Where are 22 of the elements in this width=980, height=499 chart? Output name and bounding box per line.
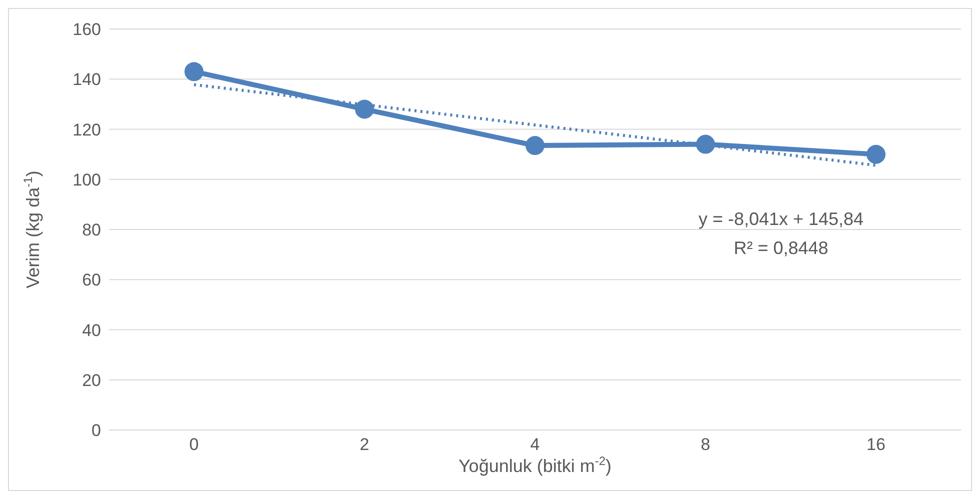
y-tick-label: 0: [92, 421, 101, 440]
equation-note: R² = 0,8448: [732, 238, 830, 259]
x-tick-label: 4: [530, 435, 540, 454]
y-tick-label: 100: [72, 170, 101, 190]
x-tick-label: 0: [189, 435, 199, 454]
point: [184, 62, 204, 82]
y-tick-label: 120: [72, 120, 101, 140]
y-tick-label: 40: [82, 320, 101, 340]
x-tick-label: 16: [866, 435, 886, 454]
point: [696, 134, 715, 154]
y-tick-label: 140: [72, 70, 101, 90]
x-axis-title: Yoğunluk (bitki m$^{-2}$): [458, 454, 612, 476]
y-tick-label: 160: [72, 20, 101, 40]
point: [526, 136, 544, 156]
y-tick-label: 20: [82, 370, 101, 390]
point: [866, 144, 886, 164]
x-tick-label: 2: [360, 435, 370, 454]
equation-note: y = -8,041x + 145,84: [697, 209, 865, 230]
y-tick-label: 80: [82, 220, 101, 240]
x-tick-label: 8: [700, 435, 710, 454]
y-tick-label: 60: [82, 270, 101, 290]
point: [355, 100, 374, 119]
